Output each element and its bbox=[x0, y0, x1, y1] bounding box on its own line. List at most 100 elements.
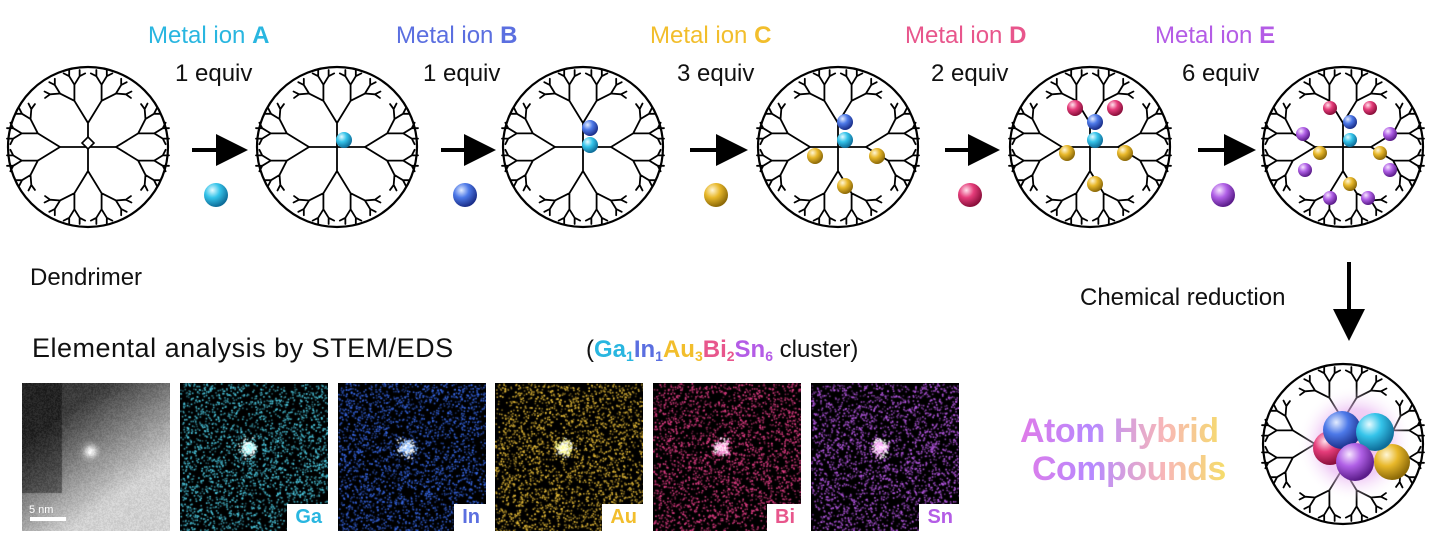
haadf-image: 5 nm bbox=[22, 383, 170, 531]
formula-au: Au bbox=[662, 336, 695, 363]
product-title-line1: Atom Hybrid bbox=[1020, 412, 1219, 450]
bound-ion bbox=[1343, 177, 1357, 191]
dendrimer-outline bbox=[255, 65, 419, 229]
stem-title: Elemental analysis by STEM/EDS bbox=[32, 333, 454, 363]
step-e-equiv: 6 equiv bbox=[1182, 60, 1260, 87]
step-b-prefix: Metal ion bbox=[396, 22, 501, 49]
step-c-equiv: 3 equiv bbox=[677, 60, 755, 87]
product-title: Atom Hybrid Compounds bbox=[1020, 412, 1226, 488]
step-d-equiv: 2 equiv bbox=[931, 60, 1009, 87]
formula-sn-count: 6 bbox=[765, 348, 773, 364]
core-diamond bbox=[80, 135, 96, 151]
dendrimer-branches bbox=[756, 69, 920, 225]
bound-ion bbox=[1363, 101, 1377, 115]
step-d-prefix: Metal ion bbox=[905, 22, 1010, 49]
bound-ion bbox=[1373, 146, 1387, 160]
cluster-in bbox=[1323, 411, 1361, 449]
ion-c-sphere bbox=[704, 183, 728, 207]
eds-label-au: Au bbox=[602, 504, 643, 531]
bound-ion bbox=[869, 148, 885, 164]
ion-d-sphere bbox=[958, 183, 982, 207]
step-d-letter: D bbox=[1009, 22, 1027, 49]
step-b-title: Metal ion B bbox=[396, 22, 517, 50]
cluster-formula: (Ga1In1Au3Bi2Sn6 cluster) bbox=[586, 336, 858, 364]
bound-ion bbox=[1361, 191, 1375, 205]
dendrimer-branches bbox=[1261, 69, 1425, 225]
dendrimer-1 bbox=[6, 65, 170, 229]
reduction-label: Chemical reduction bbox=[1080, 284, 1286, 311]
eds-label-in: In bbox=[454, 504, 486, 531]
bound-ion bbox=[837, 132, 853, 148]
step-e-title: Metal ion E bbox=[1155, 22, 1275, 50]
formula-bi-count: 2 bbox=[726, 348, 735, 364]
dendrimer-outline bbox=[1261, 65, 1425, 229]
haadf-canvas bbox=[22, 383, 170, 531]
eds-map-sn: Sn bbox=[811, 383, 959, 531]
bound-ion bbox=[1117, 145, 1133, 161]
dendrimer-outline bbox=[1008, 65, 1172, 229]
cluster-sn bbox=[1336, 443, 1374, 481]
bound-ion bbox=[1383, 163, 1397, 177]
step-e-letter: E bbox=[1259, 22, 1276, 49]
scale-bar-label: 5 nm bbox=[29, 504, 54, 516]
bound-ion bbox=[1323, 191, 1337, 205]
cluster-au bbox=[1374, 444, 1410, 480]
dendrimer-5 bbox=[1008, 65, 1172, 229]
bound-a bbox=[336, 132, 352, 148]
cluster-ga bbox=[1356, 413, 1394, 451]
scale-bar bbox=[30, 517, 66, 521]
step-a-title: Metal ion A bbox=[148, 22, 269, 50]
formula-sn: Sn bbox=[734, 336, 766, 363]
dendrimer-4 bbox=[756, 65, 920, 229]
bound-ion bbox=[1313, 146, 1327, 160]
dendrimer-6 bbox=[1261, 65, 1425, 229]
eds-label-ga: Ga bbox=[287, 504, 328, 531]
dendrimer-outline bbox=[6, 65, 170, 229]
formula-close: cluster) bbox=[773, 336, 859, 363]
dendrimer-outline bbox=[501, 65, 665, 229]
ion-b-sphere bbox=[453, 183, 477, 207]
formula-in: In bbox=[633, 336, 656, 363]
bound-ion bbox=[837, 114, 853, 130]
bound-ion bbox=[1298, 163, 1312, 177]
bound-ion bbox=[1087, 114, 1103, 130]
dendrimer-outline bbox=[1261, 362, 1425, 526]
bound-ion bbox=[807, 148, 823, 164]
step-b-letter: B bbox=[500, 22, 518, 49]
formula-au-count: 3 bbox=[694, 348, 703, 364]
bound-ion bbox=[1107, 100, 1123, 116]
bound-ion bbox=[1343, 133, 1357, 147]
formula-bi: Bi bbox=[702, 336, 727, 363]
eds-label-sn: Sn bbox=[919, 504, 959, 531]
step-e-prefix: Metal ion bbox=[1155, 22, 1260, 49]
formula-open: ( bbox=[586, 336, 594, 363]
bound-ion bbox=[837, 178, 853, 194]
dendrimer-label: Dendrimer bbox=[30, 264, 143, 291]
eds-map-au: Au bbox=[495, 383, 643, 531]
eds-map-bi: Bi bbox=[653, 383, 801, 531]
bound-ion bbox=[1087, 176, 1103, 192]
step-a-prefix: Metal ion bbox=[148, 22, 253, 49]
formula-ga: Ga bbox=[594, 336, 627, 363]
bound-ion bbox=[1087, 132, 1103, 148]
step-a-letter: A bbox=[252, 22, 270, 49]
step-a-equiv: 1 equiv bbox=[175, 60, 253, 87]
step-c-prefix: Metal ion bbox=[650, 22, 755, 49]
dendrimer-2 bbox=[255, 65, 419, 229]
bound-ion bbox=[1296, 127, 1310, 141]
bound-ion bbox=[1343, 115, 1357, 129]
step-c-letter: C bbox=[754, 22, 772, 49]
bound-b bbox=[582, 120, 598, 136]
eds-label-bi: Bi bbox=[767, 504, 801, 531]
bound-ion bbox=[1067, 100, 1083, 116]
step-b-equiv: 1 equiv bbox=[423, 60, 501, 87]
formula-ga-count: 1 bbox=[626, 348, 634, 364]
bound-ion bbox=[1383, 127, 1397, 141]
bound-ion bbox=[1059, 145, 1075, 161]
dendrimer-branches bbox=[255, 69, 419, 225]
formula-in-count: 1 bbox=[655, 348, 663, 364]
bound-ion bbox=[1323, 101, 1337, 115]
dendrimer-outline bbox=[756, 65, 920, 229]
bound-a bbox=[582, 137, 598, 153]
